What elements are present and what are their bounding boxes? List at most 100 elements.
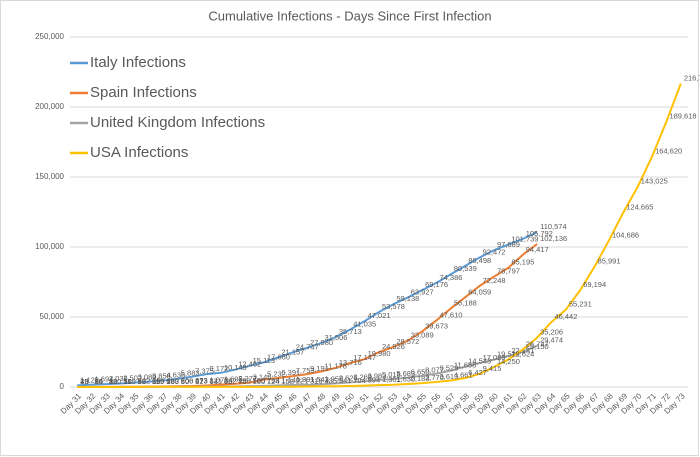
y-tick-label: 250,000 bbox=[35, 32, 64, 41]
data-label: 1,128 bbox=[80, 375, 99, 384]
data-label: 7,375 bbox=[195, 367, 214, 376]
chart-title: Cumulative Infections - Days Since First… bbox=[208, 8, 491, 23]
data-label: 15 bbox=[95, 377, 103, 386]
data-label: 23 bbox=[80, 377, 88, 386]
data-label: 15,113 bbox=[253, 356, 275, 365]
data-label: 64 bbox=[210, 377, 218, 386]
data-label: 55,231 bbox=[569, 300, 592, 309]
data-label: 5,232 bbox=[267, 370, 286, 379]
data-label: 189,618 bbox=[669, 112, 696, 121]
data-label: 319 bbox=[310, 377, 323, 386]
data-label: 9,191 bbox=[310, 364, 329, 373]
data-label: 3,146 bbox=[253, 373, 272, 382]
data-label: 63,927 bbox=[411, 287, 434, 296]
data-label: 35 bbox=[123, 377, 131, 386]
data-label: 10,149 bbox=[224, 363, 247, 372]
data-label: 29,474 bbox=[540, 336, 563, 345]
data-label: 120 bbox=[109, 377, 122, 386]
data-label: 26,747 bbox=[526, 340, 549, 349]
data-label: 13,716 bbox=[339, 358, 362, 367]
series-line bbox=[77, 83, 682, 388]
data-label: 86,498 bbox=[468, 256, 491, 265]
data-label: 143,025 bbox=[641, 177, 668, 186]
data-label: 273 bbox=[195, 377, 208, 386]
data-label: 435 bbox=[325, 376, 338, 385]
data-label: 206 bbox=[181, 377, 194, 386]
data-label: 11,178 bbox=[325, 361, 347, 370]
data-label: 704 bbox=[353, 376, 366, 385]
data-label: 2,277 bbox=[238, 374, 257, 383]
data-label: 97,689 bbox=[497, 240, 520, 249]
legend-label: United Kingdom Infections bbox=[90, 114, 265, 131]
data-label: 798 bbox=[267, 376, 280, 385]
data-label: 1,695 bbox=[224, 375, 243, 384]
data-label: 105,792 bbox=[526, 229, 553, 238]
data-label: 39,673 bbox=[425, 321, 448, 330]
data-label: 6,427 bbox=[468, 368, 487, 377]
data-label: 28,572 bbox=[396, 337, 419, 346]
y-tick-label: 100,000 bbox=[35, 242, 64, 251]
data-label: 69,194 bbox=[583, 280, 606, 289]
data-label: 1,950 bbox=[325, 374, 344, 383]
data-label: 46,442 bbox=[554, 312, 577, 321]
data-label: 68 bbox=[224, 377, 232, 386]
y-tick-label: 50,000 bbox=[40, 312, 65, 321]
data-label: 2,183 bbox=[411, 374, 430, 383]
y-tick-label: 0 bbox=[60, 382, 65, 391]
data-label: 1,301 bbox=[382, 375, 401, 384]
data-label: 17,660 bbox=[267, 352, 290, 361]
data-label: 17,089 bbox=[483, 353, 506, 362]
data-label: 3,613 bbox=[439, 372, 458, 381]
data-label: 19,980 bbox=[368, 349, 391, 358]
data-label: 115 bbox=[152, 377, 164, 386]
data-label: 35,206 bbox=[540, 328, 563, 337]
data-label: 69,176 bbox=[425, 280, 448, 289]
data-label: 12,462 bbox=[238, 360, 261, 369]
data-label: 85,195 bbox=[511, 258, 534, 267]
data-label: 35 bbox=[109, 377, 117, 386]
data-label: 64,059 bbox=[468, 287, 491, 296]
data-label: 59,138 bbox=[396, 294, 419, 303]
data-label: 5,683 bbox=[396, 369, 415, 378]
y-tick-label: 200,000 bbox=[35, 102, 64, 111]
data-label: 9,172 bbox=[210, 364, 229, 373]
data-label: 60 bbox=[181, 377, 189, 386]
data-label: 321 bbox=[210, 377, 223, 386]
series-line bbox=[77, 231, 538, 387]
data-label: 164,620 bbox=[655, 147, 682, 156]
data-label: 35,713 bbox=[339, 327, 362, 336]
data-label: 21,157 bbox=[281, 347, 304, 356]
data-label: 1,073 bbox=[210, 375, 229, 384]
data-label: 2,502 bbox=[123, 373, 142, 382]
data-label: 80,539 bbox=[454, 264, 477, 273]
data-label: 3,089 bbox=[138, 373, 157, 382]
data-label: 53 bbox=[152, 377, 160, 386]
data-label: 5,018 bbox=[382, 370, 401, 379]
data-label: 259 bbox=[152, 377, 165, 386]
data-label: 25,150 bbox=[526, 342, 549, 351]
data-label: 72,248 bbox=[483, 276, 506, 285]
data-label: 94,417 bbox=[526, 245, 549, 254]
data-label: 47,021 bbox=[368, 311, 391, 320]
y-tick-label: 150,000 bbox=[35, 172, 64, 181]
data-label: 53,578 bbox=[382, 302, 405, 311]
data-label: 2,770 bbox=[425, 373, 444, 382]
data-label: 3,858 bbox=[152, 372, 171, 381]
data-label: 4,661 bbox=[454, 370, 473, 379]
data-label: 8,077 bbox=[425, 366, 444, 375]
data-label: 382 bbox=[224, 376, 237, 385]
data-label: 31,506 bbox=[325, 333, 348, 342]
data-label: 9,415 bbox=[483, 364, 502, 373]
data-label: 24,747 bbox=[296, 342, 319, 351]
data-label: 6,391 bbox=[281, 368, 300, 377]
data-label: 101,739 bbox=[511, 235, 538, 244]
data-label: 40 bbox=[109, 377, 117, 386]
data-label: 541 bbox=[339, 376, 352, 385]
data-label: 100 bbox=[253, 377, 266, 386]
data-label: 27,980 bbox=[310, 338, 333, 347]
data-label: 47,610 bbox=[439, 310, 462, 319]
data-label: 104,686 bbox=[612, 230, 639, 239]
data-label: 1,391 bbox=[296, 375, 315, 384]
data-label: 92,472 bbox=[483, 248, 506, 257]
